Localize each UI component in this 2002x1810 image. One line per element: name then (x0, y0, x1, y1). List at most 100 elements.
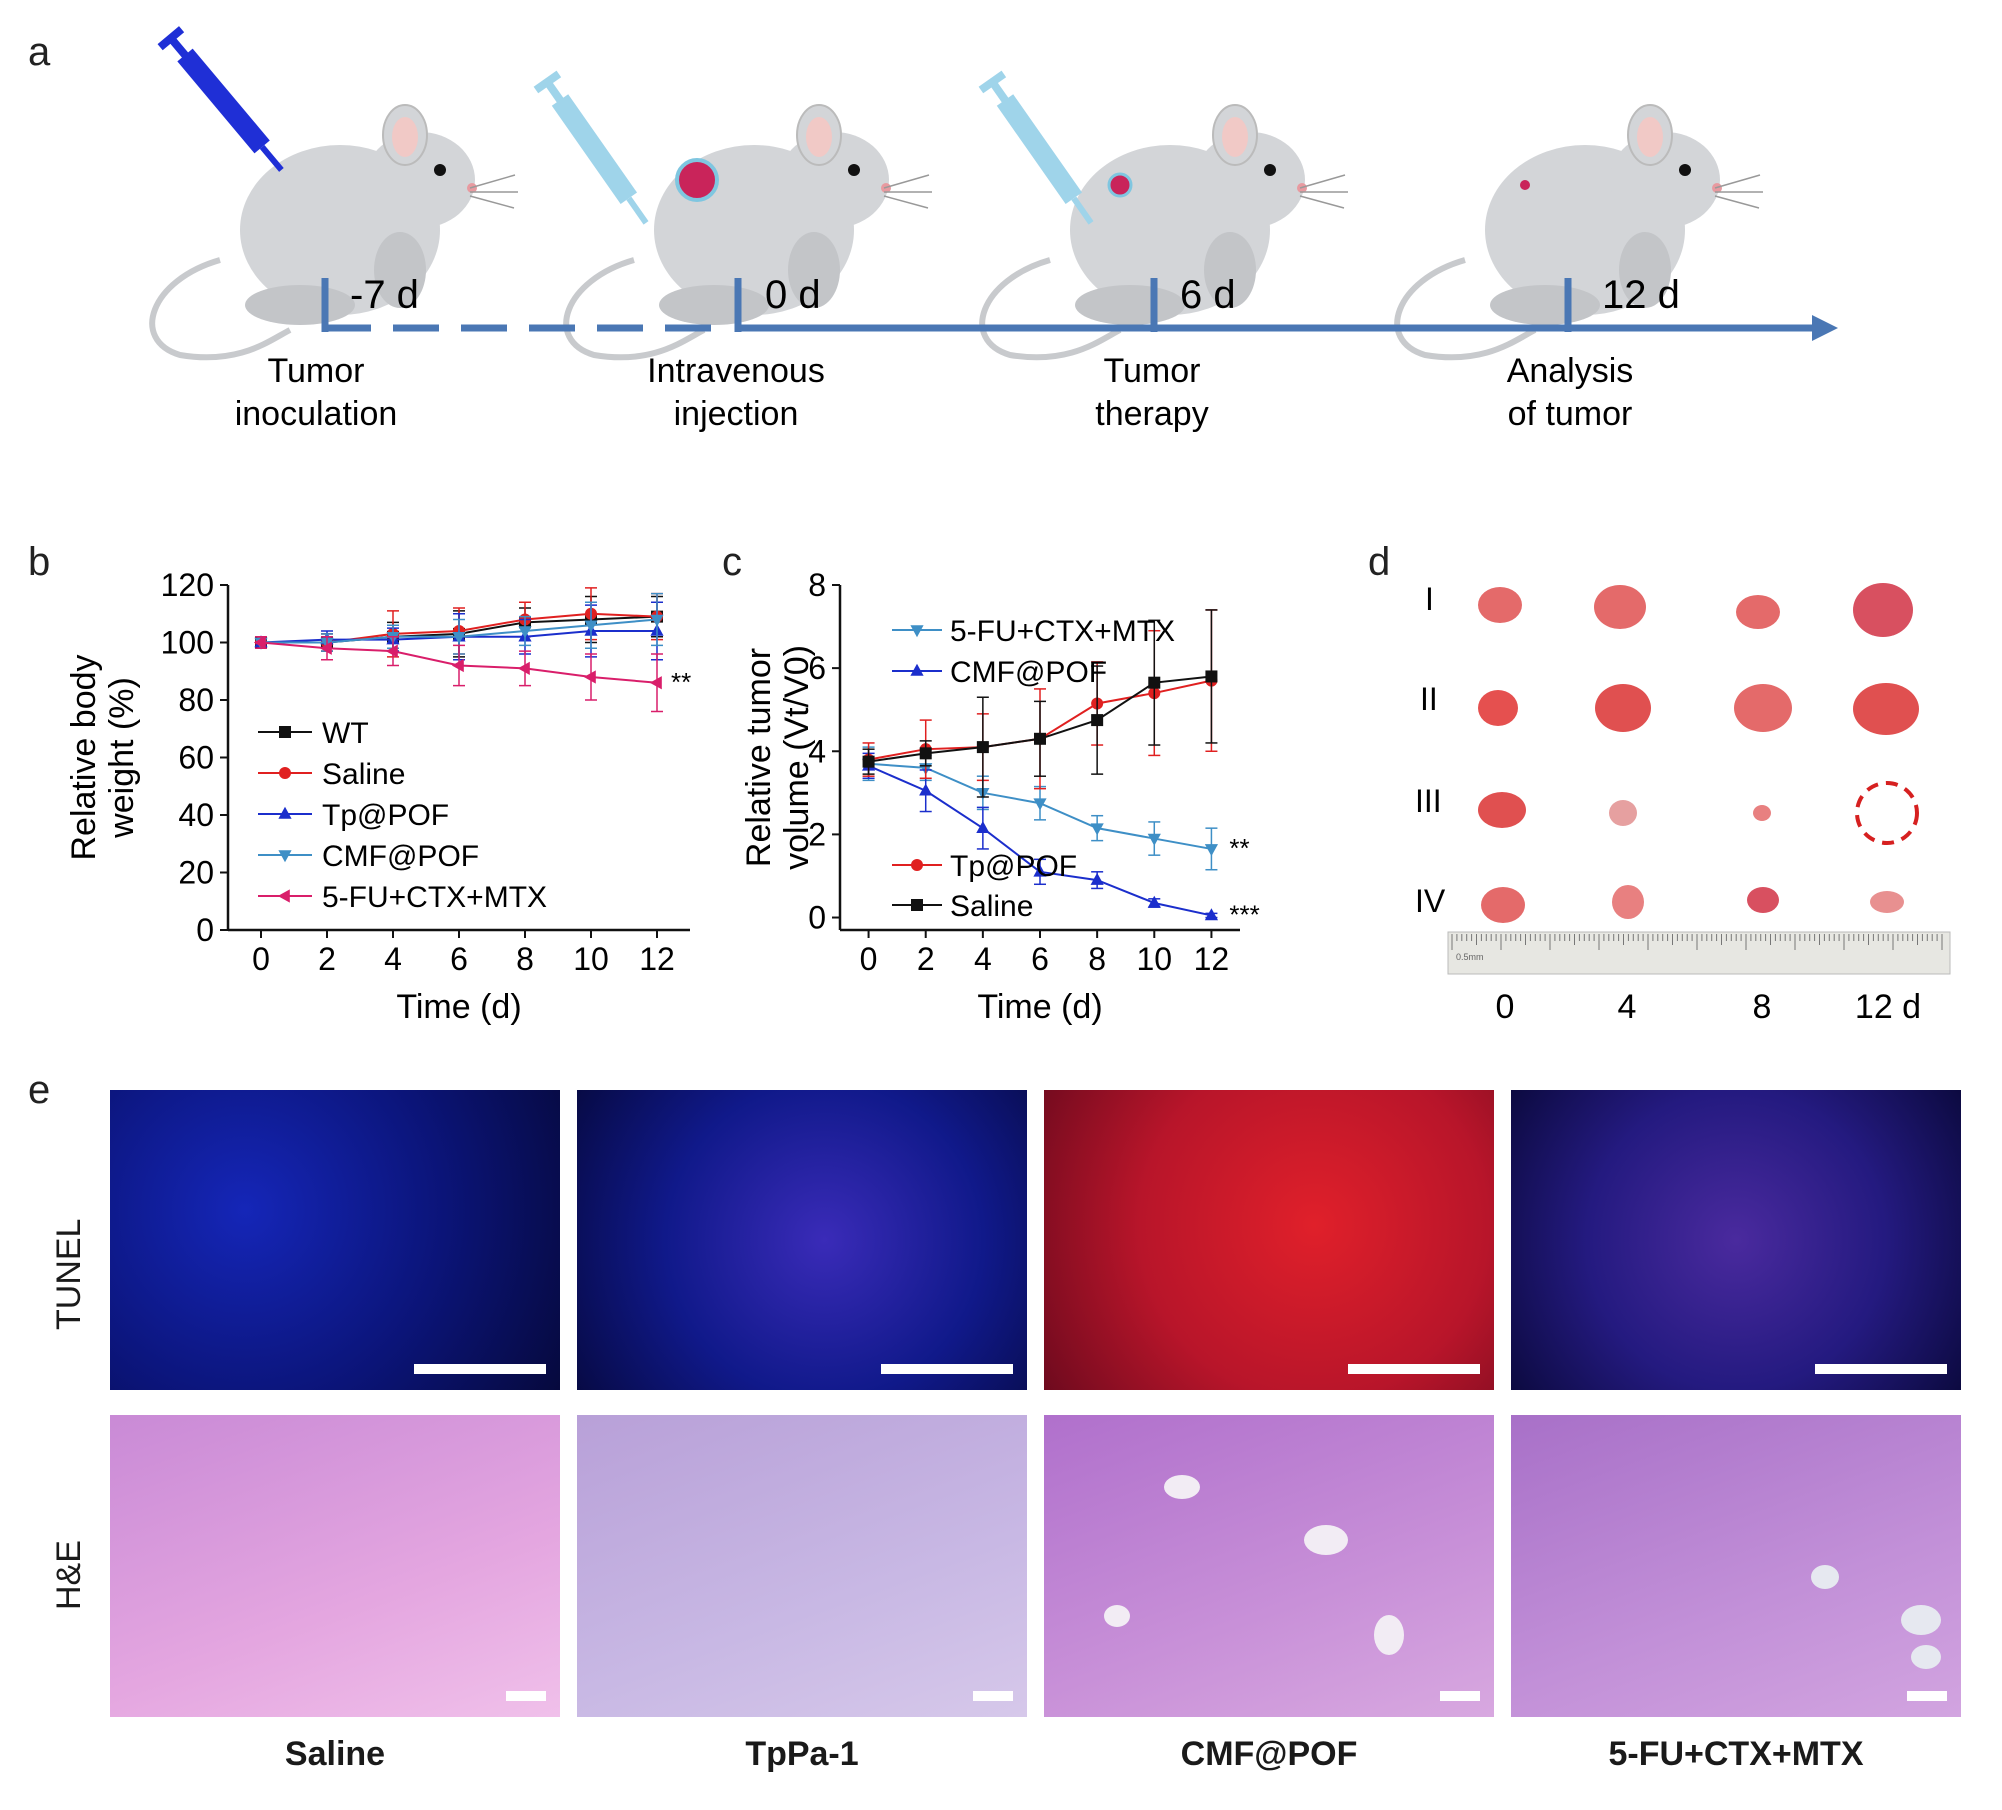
y-tick-label: 0 (808, 900, 826, 936)
data-point (517, 661, 530, 675)
tunel-image-tppa1 (577, 1090, 1027, 1390)
tumor-sample (1609, 800, 1637, 826)
scale-bar (1815, 1364, 1947, 1374)
x-tick-label: 0 (860, 941, 878, 977)
y-axis-label: weight (%) (103, 677, 141, 839)
scale-bar (1907, 1691, 1947, 1701)
data-point (1147, 895, 1161, 908)
syringe-light-icon-1 (533, 70, 649, 225)
he-image-saline (110, 1415, 560, 1717)
x-tick-label: 8 (1088, 941, 1106, 977)
x-tick-label: 12 (1194, 941, 1230, 977)
tumor-sample (1478, 587, 1522, 623)
x-tick-label: 10 (1136, 941, 1172, 977)
syringe-light-icon-2 (978, 70, 1094, 225)
y-axis-label: volume (Vt/V0) (778, 645, 816, 870)
panel-label-a: a (28, 30, 51, 74)
legend-label: CMF@POF (322, 840, 479, 873)
y-tick-label: 20 (178, 855, 214, 891)
tumor-sample (1595, 684, 1651, 732)
panel-label-e: e (28, 1068, 51, 1112)
tumor-sample (1478, 792, 1526, 828)
mouse-step-3 (982, 105, 1348, 357)
x-tick-label: 10 (573, 941, 609, 977)
legend-label: 5-FU+CTX+MTX (322, 881, 547, 914)
data-point (385, 644, 398, 658)
scale-bar (1440, 1691, 1480, 1701)
tumor-sample (1753, 805, 1771, 821)
day-label: 4 (1618, 988, 1637, 1026)
legend-label: 5-FU+CTX+MTX (950, 615, 1175, 648)
x-tick-label: 0 (252, 941, 270, 977)
legend-marker (910, 663, 924, 676)
ruler (1447, 931, 1951, 975)
he-image-5fu-ctx-mtx (1511, 1415, 1961, 1717)
tumor-sample (1870, 891, 1904, 913)
legend-label: Tp@POF (950, 850, 1077, 883)
data-point (1147, 833, 1161, 846)
y-tick-label: 60 (178, 740, 214, 776)
data-point (1034, 732, 1046, 745)
legend-marker (911, 859, 923, 871)
legend-marker (910, 625, 924, 638)
scale-bar (973, 1691, 1013, 1701)
tumor-absent-marker (1855, 781, 1919, 845)
row-label-III: III (1415, 783, 1442, 819)
data-point (976, 820, 990, 833)
day-label: 0 (1496, 988, 1515, 1026)
data-point (1033, 864, 1047, 877)
tunel-image-cmf-pof (1044, 1090, 1494, 1390)
data-point (1204, 908, 1219, 921)
row-label-he: H&E (50, 1540, 88, 1610)
panel-label-d: d (1368, 540, 1391, 584)
legend-label: WT (322, 717, 369, 750)
tumor-sample (1734, 684, 1792, 732)
data-point (919, 783, 933, 796)
group-caption: 5-FU+CTX+MTX (1608, 1735, 1864, 1773)
day-label: 0 d (765, 273, 821, 317)
y-axis-label: Relative body (65, 654, 103, 860)
step-label: inoculation (235, 395, 398, 433)
tumor-sample (1853, 683, 1919, 735)
x-tick-label: 2 (318, 941, 336, 977)
day-label: 12 d (1602, 273, 1680, 317)
data-point (976, 741, 989, 754)
tumor-sample (1612, 885, 1644, 919)
day-label: -7 d (350, 273, 419, 317)
y-tick-label: 4 (808, 733, 826, 769)
panel-label-c: c (722, 540, 742, 584)
panel-label-b: b (28, 540, 51, 584)
tumor-photos: I II III IV 0.5mm 0 4 8 12 d (1415, 581, 1951, 1026)
data-point (319, 641, 332, 655)
x-tick-label: 12 (639, 941, 675, 977)
y-tick-label: 8 (808, 567, 826, 603)
syringe-dark-icon (157, 26, 284, 172)
y-tick-label: 40 (178, 797, 214, 833)
data-point (919, 747, 932, 760)
y-axis-label: Relative tumor (740, 648, 778, 867)
scale-bar (414, 1364, 546, 1374)
legend-label: Saline (322, 758, 405, 791)
legend-label: Tp@POF (322, 799, 449, 832)
x-tick-label: 6 (450, 941, 468, 977)
data-point (451, 658, 464, 673)
legend-marker (278, 850, 292, 863)
step-label: Tumor (1104, 352, 1201, 390)
mouse-step-2 (566, 105, 932, 357)
x-tick-label: 4 (384, 941, 402, 977)
tumor-sample (1594, 585, 1646, 629)
significance-annotation: ** (671, 667, 691, 697)
day-label: 8 (1753, 988, 1772, 1026)
y-tick-label: 120 (161, 567, 214, 603)
data-point (1204, 844, 1219, 857)
row-label-II: II (1420, 681, 1438, 717)
he-image-cmf-pof (1044, 1415, 1494, 1717)
tunel-image-saline (110, 1090, 560, 1390)
row-label-tunel: TUNEL (50, 1218, 88, 1330)
legend-label: Saline (950, 890, 1033, 923)
legend-label: CMF@POF (950, 656, 1107, 689)
tumor-sample (1478, 690, 1518, 726)
legend-marker (278, 806, 292, 819)
step-label: Intravenous (647, 352, 825, 390)
row-label-IV: IV (1415, 883, 1446, 919)
